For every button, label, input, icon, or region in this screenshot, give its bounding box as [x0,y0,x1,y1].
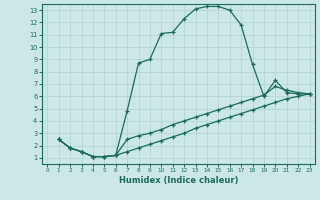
X-axis label: Humidex (Indice chaleur): Humidex (Indice chaleur) [119,176,238,185]
